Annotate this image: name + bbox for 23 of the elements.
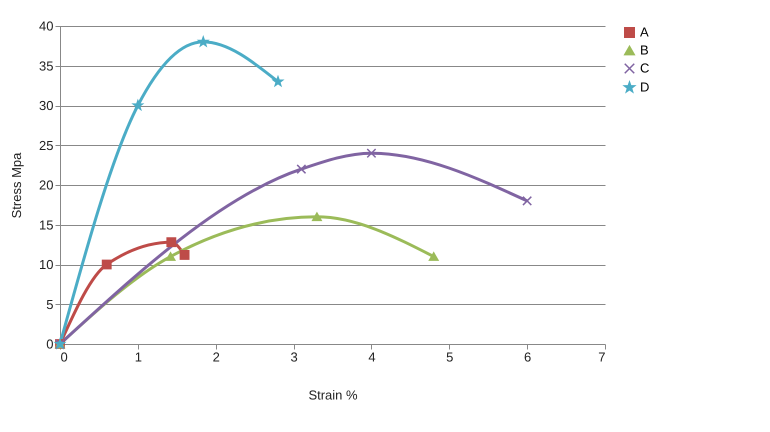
x-axis-title: Strain %	[308, 388, 358, 402]
y-tick-label: 20	[39, 178, 54, 192]
x-tick-label: 3	[290, 350, 298, 364]
legend-label: D	[640, 80, 650, 94]
legend-label: A	[640, 24, 649, 40]
y-tick-label: 40	[39, 18, 54, 34]
y-tick-label: 25	[39, 138, 54, 153]
y-tick-label: 35	[39, 58, 54, 74]
x-tick-label: 0	[60, 350, 68, 364]
x-tick-label: 2	[212, 350, 220, 364]
y-tick-label: 0	[46, 336, 54, 352]
x-tick-label: 5	[446, 350, 454, 364]
y-tick-label: 5	[46, 296, 54, 312]
legend-label: B	[640, 42, 649, 58]
y-tick-label: 15	[39, 217, 54, 232]
legend-label: C	[640, 60, 650, 76]
x-tick-label: 6	[524, 350, 532, 364]
y-axis-title: Stress Mpa	[9, 152, 24, 218]
y-tick-label: 10	[39, 257, 54, 272]
x-tick-label: 1	[134, 350, 142, 364]
x-tick-label: 7	[598, 350, 606, 364]
y-tick-label: 30	[39, 98, 54, 113]
x-tick-label: 4	[368, 350, 376, 364]
